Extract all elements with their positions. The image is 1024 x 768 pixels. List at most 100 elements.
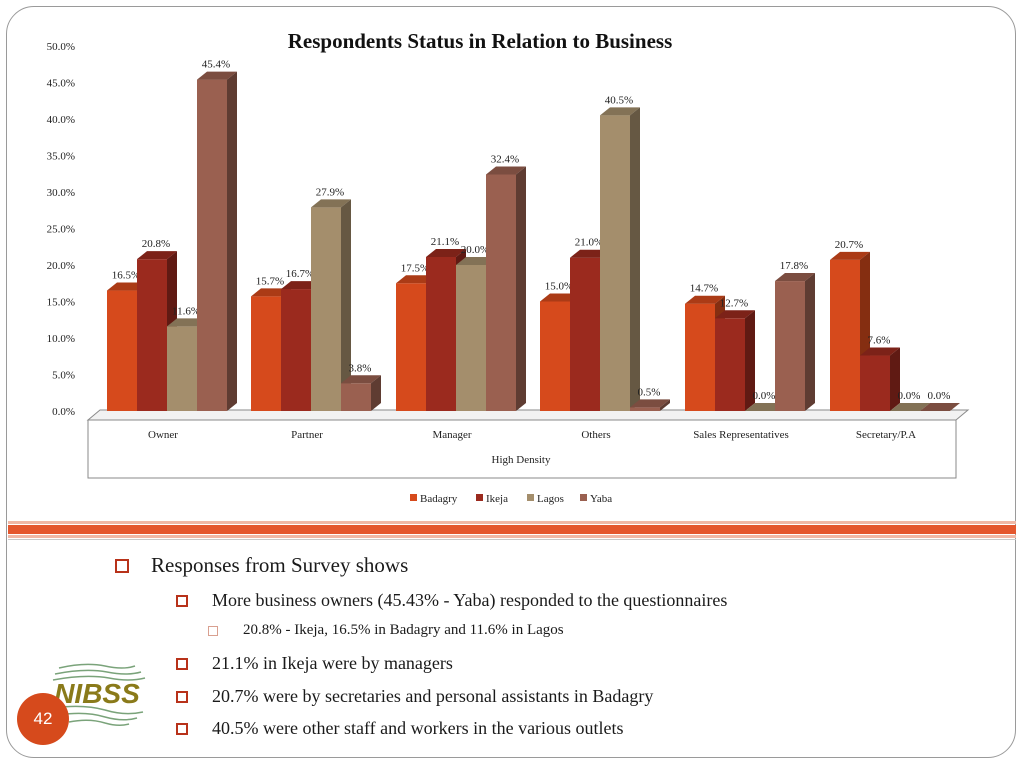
bar-front (281, 289, 311, 411)
bar-front (167, 326, 197, 411)
category-label: Secretary/P.A (856, 429, 916, 441)
data-label: 7.6% (868, 335, 891, 347)
bar-top (685, 295, 725, 304)
bullet-marker-icon (176, 658, 188, 670)
bar-front (570, 257, 600, 411)
y-tick-label: 5.0% (52, 370, 75, 382)
bar-front (107, 290, 137, 411)
bar (600, 107, 640, 411)
bar-front (486, 174, 516, 411)
y-tick-label: 35.0% (47, 151, 75, 163)
chart-floor (86, 409, 970, 421)
bar-side (660, 399, 670, 411)
bar-front (456, 265, 486, 411)
slide-frame (6, 6, 1016, 758)
data-label: 16.5% (112, 270, 140, 282)
bar-chart: Respondents Status in Relation to Busine… (47, 29, 970, 505)
data-label: 20.0% (461, 244, 489, 256)
data-label: 32.4% (491, 153, 519, 165)
bar-front (197, 79, 227, 411)
bullet-level2: More business owners (45.43% - Yaba) res… (212, 590, 728, 610)
bullet-marker-icon (208, 626, 218, 636)
bar-top (486, 166, 526, 175)
bar-side (745, 310, 755, 411)
legend-item: Badagry (410, 493, 458, 505)
bar-front (830, 259, 860, 411)
y-tick-label: 20.0% (47, 260, 75, 272)
divider-top (8, 521, 1016, 524)
y-tick-label: 30.0% (47, 187, 75, 199)
data-label: 3.8% (349, 362, 372, 374)
category-label: Partner (291, 429, 323, 441)
bullet-level1: Responses from Survey shows (151, 553, 409, 577)
y-tick-label: 10.0% (47, 333, 75, 345)
legend-swatch (476, 494, 483, 501)
bar-side (227, 71, 237, 411)
y-tick-label: 45.0% (47, 78, 75, 90)
data-label: 20.8% (142, 238, 170, 250)
category-axis-box (87, 419, 957, 479)
data-label: 0.0% (898, 390, 921, 402)
y-tick-label: 0.0% (52, 406, 75, 418)
bar-front (540, 301, 570, 411)
bar-side (341, 199, 351, 411)
bullet-level2: 40.5% were other staff and workers in th… (212, 718, 624, 738)
data-label: 15.0% (545, 281, 573, 293)
y-tick-label: 50.0% (47, 41, 75, 53)
bar-top (920, 403, 960, 411)
bar-side (371, 375, 381, 411)
bar-top (341, 375, 381, 384)
data-label: 14.7% (690, 283, 718, 295)
bar (715, 310, 755, 411)
bar-front (341, 383, 371, 411)
bar-top (630, 399, 670, 408)
bar (775, 273, 815, 411)
bar (456, 257, 496, 411)
bar (920, 403, 960, 411)
legend-swatch (410, 494, 417, 501)
divider-bottom (8, 535, 1016, 538)
bar-side (516, 166, 526, 411)
bar-front (426, 256, 456, 411)
data-label: 40.5% (605, 94, 633, 106)
y-tick-label: 40.0% (47, 114, 75, 126)
bar-front (600, 115, 630, 411)
bar-top (311, 199, 351, 208)
data-label: 11.6% (172, 305, 200, 317)
bar-top (860, 347, 900, 356)
bar-top (775, 273, 815, 282)
bar-front (630, 407, 660, 411)
bar-front (775, 281, 805, 411)
data-label: 16.7% (286, 268, 314, 280)
bar (197, 71, 237, 411)
bullet-level2: 20.7% were by secretaries and personal a… (212, 686, 654, 706)
bar (860, 347, 900, 411)
data-label: 0.5% (638, 386, 661, 398)
data-label: 21.1% (431, 236, 459, 248)
page-number: 42 (17, 693, 69, 745)
bar (890, 403, 930, 411)
data-label: 17.8% (780, 260, 808, 272)
nibss-logo: NIBSS (52, 663, 146, 727)
bullet-level2: 21.1% in Ikeja were by managers (212, 653, 453, 673)
bar-top (715, 310, 755, 319)
divider-accent (8, 525, 1016, 534)
legend-label: Yaba (590, 493, 612, 505)
bar (486, 166, 526, 411)
bar (630, 399, 670, 411)
bar-top (830, 251, 870, 260)
category-label: Others (581, 429, 610, 441)
bar-top (137, 251, 177, 260)
bar-front (685, 303, 715, 411)
bullet-level3: 20.8% - Ikeja, 16.5% in Badagry and 11.6… (243, 622, 564, 638)
legend-swatch (580, 494, 587, 501)
legend-item: Ikeja (476, 493, 508, 505)
data-label: 20.7% (835, 239, 863, 251)
bullet-marker-icon (176, 595, 188, 607)
bullet-marker-icon (176, 723, 188, 735)
bullet-marker-icon (176, 691, 188, 703)
bar-side (630, 107, 640, 411)
category-label: Sales Representatives (693, 429, 789, 441)
divider-shadow (8, 539, 1016, 540)
legend-swatch (527, 494, 534, 501)
